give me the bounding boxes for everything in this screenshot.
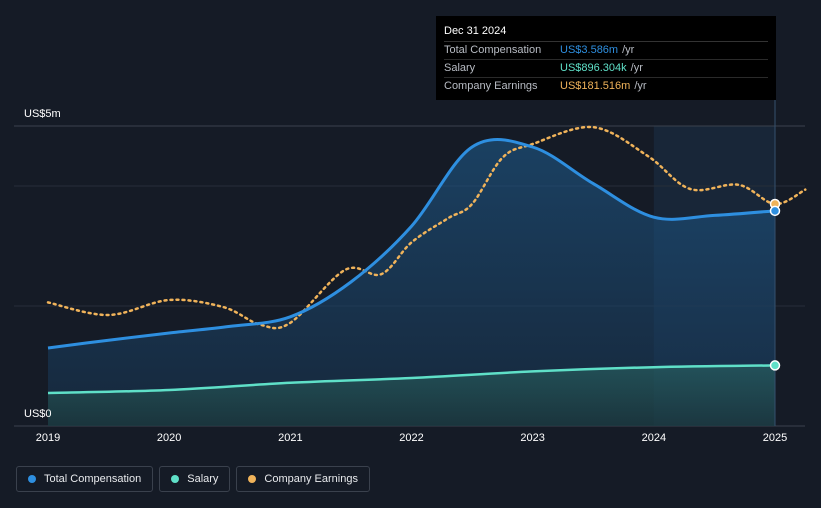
x-tick-label: 2023 [520, 432, 545, 444]
legend-total-compensation[interactable]: Total Compensation [16, 466, 154, 492]
tooltip-unit: /yr [634, 80, 647, 92]
tooltip-value: US$896.304k [560, 62, 627, 74]
tooltip: Dec 31 2024 Total Compensation US$3.586m… [436, 16, 776, 100]
total-compensation-marker [769, 205, 781, 217]
tooltip-label: Salary [444, 62, 476, 74]
salary-line [47, 364, 776, 395]
tooltip-date: Dec 31 2024 [444, 24, 768, 42]
tooltip-value: US$181.516m [560, 80, 631, 92]
x-tick-label: 2020 [156, 432, 182, 444]
x-tick-label: 2019 [35, 432, 61, 444]
legend-salary[interactable]: Salary [159, 466, 231, 492]
tooltip-unit: /yr [622, 44, 635, 56]
x-tick-label: 2021 [278, 432, 303, 444]
salary-marker [769, 360, 781, 371]
x-tick-label: 2025 [762, 432, 788, 444]
total-compensation-area [48, 139, 775, 426]
salary-area [48, 365, 775, 426]
tooltip-row-salary: Salary US$896.304k /yr [444, 60, 768, 78]
legend-label: Salary [187, 473, 219, 485]
legend-company-earnings[interactable]: Company Earnings [236, 466, 370, 492]
tooltip-row-earnings: Company Earnings US$181.516m /yr [444, 78, 768, 95]
tooltip-value: US$3.586m [560, 44, 619, 56]
y-axis-top-label: US$5m [24, 108, 61, 120]
legend: Total Compensation Salary Company Earnin… [16, 466, 370, 492]
tooltip-label: Company Earnings [444, 80, 538, 92]
legend-label: Total Compensation [44, 473, 142, 485]
x-tick-label: 2024 [641, 432, 667, 444]
total-compensation-line [47, 138, 776, 350]
legend-label: Company Earnings [264, 473, 358, 485]
y-axis-bottom-label: US$0 [24, 408, 52, 420]
tooltip-label: Total Compensation [444, 44, 542, 56]
legend-dot-icon [171, 475, 180, 483]
company-earnings-line [46, 125, 807, 330]
tooltip-unit: /yr [630, 62, 643, 74]
x-tick-label: 2022 [399, 432, 424, 444]
tooltip-row-total: Total Compensation US$3.586m /yr [444, 42, 768, 60]
legend-dot-icon [28, 475, 36, 483]
legend-dot-icon [248, 475, 257, 483]
